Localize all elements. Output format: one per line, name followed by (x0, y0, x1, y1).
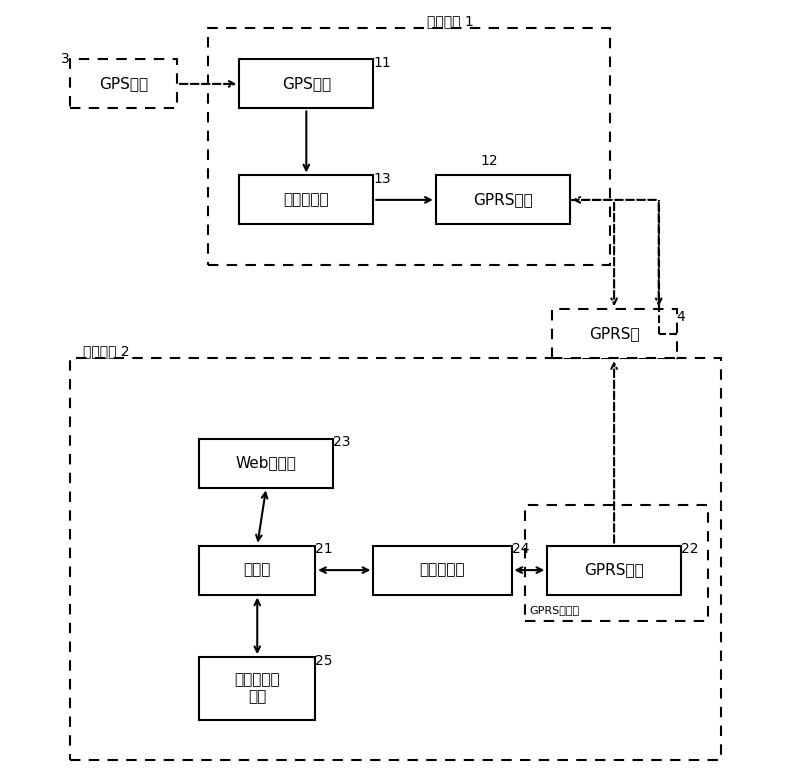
Text: 25: 25 (315, 654, 333, 668)
Text: 24: 24 (511, 542, 529, 556)
Text: 11: 11 (374, 56, 391, 70)
Bar (552, 310, 677, 358)
Text: 3: 3 (61, 52, 70, 65)
Text: GPRS模块: GPRS模块 (473, 192, 533, 207)
Bar (199, 657, 315, 719)
Bar (436, 176, 570, 224)
Text: 23: 23 (333, 435, 350, 449)
Bar (199, 546, 315, 594)
Text: GPRS模块: GPRS模块 (584, 563, 644, 578)
Text: 12: 12 (480, 154, 498, 168)
Bar (547, 546, 681, 594)
Bar (239, 176, 374, 224)
Bar (70, 59, 177, 109)
Bar (208, 28, 610, 265)
Text: 4: 4 (677, 310, 686, 324)
Text: 数据库: 数据库 (243, 563, 271, 578)
Bar (239, 59, 374, 109)
Bar (199, 439, 333, 487)
Text: GPRS前置机: GPRS前置机 (530, 605, 579, 615)
Text: 13: 13 (374, 172, 391, 186)
Bar (525, 505, 708, 621)
Text: 信息查询服
务器: 信息查询服 务器 (234, 672, 280, 705)
Text: 中央处理器: 中央处理器 (283, 192, 329, 207)
Text: 21: 21 (315, 542, 333, 556)
Text: 服务中心 2: 服务中心 2 (83, 344, 130, 358)
Text: Web服务器: Web服务器 (236, 456, 297, 470)
Text: GPS模块: GPS模块 (282, 76, 331, 92)
Bar (374, 546, 511, 594)
Text: 车载终端 1: 车载终端 1 (426, 14, 474, 28)
Text: GPRS网: GPRS网 (589, 326, 639, 341)
Text: GPS卫星: GPS卫星 (99, 76, 148, 92)
Text: 网管服务器: 网管服务器 (419, 563, 465, 578)
Bar (70, 358, 721, 760)
Text: 22: 22 (681, 542, 698, 556)
